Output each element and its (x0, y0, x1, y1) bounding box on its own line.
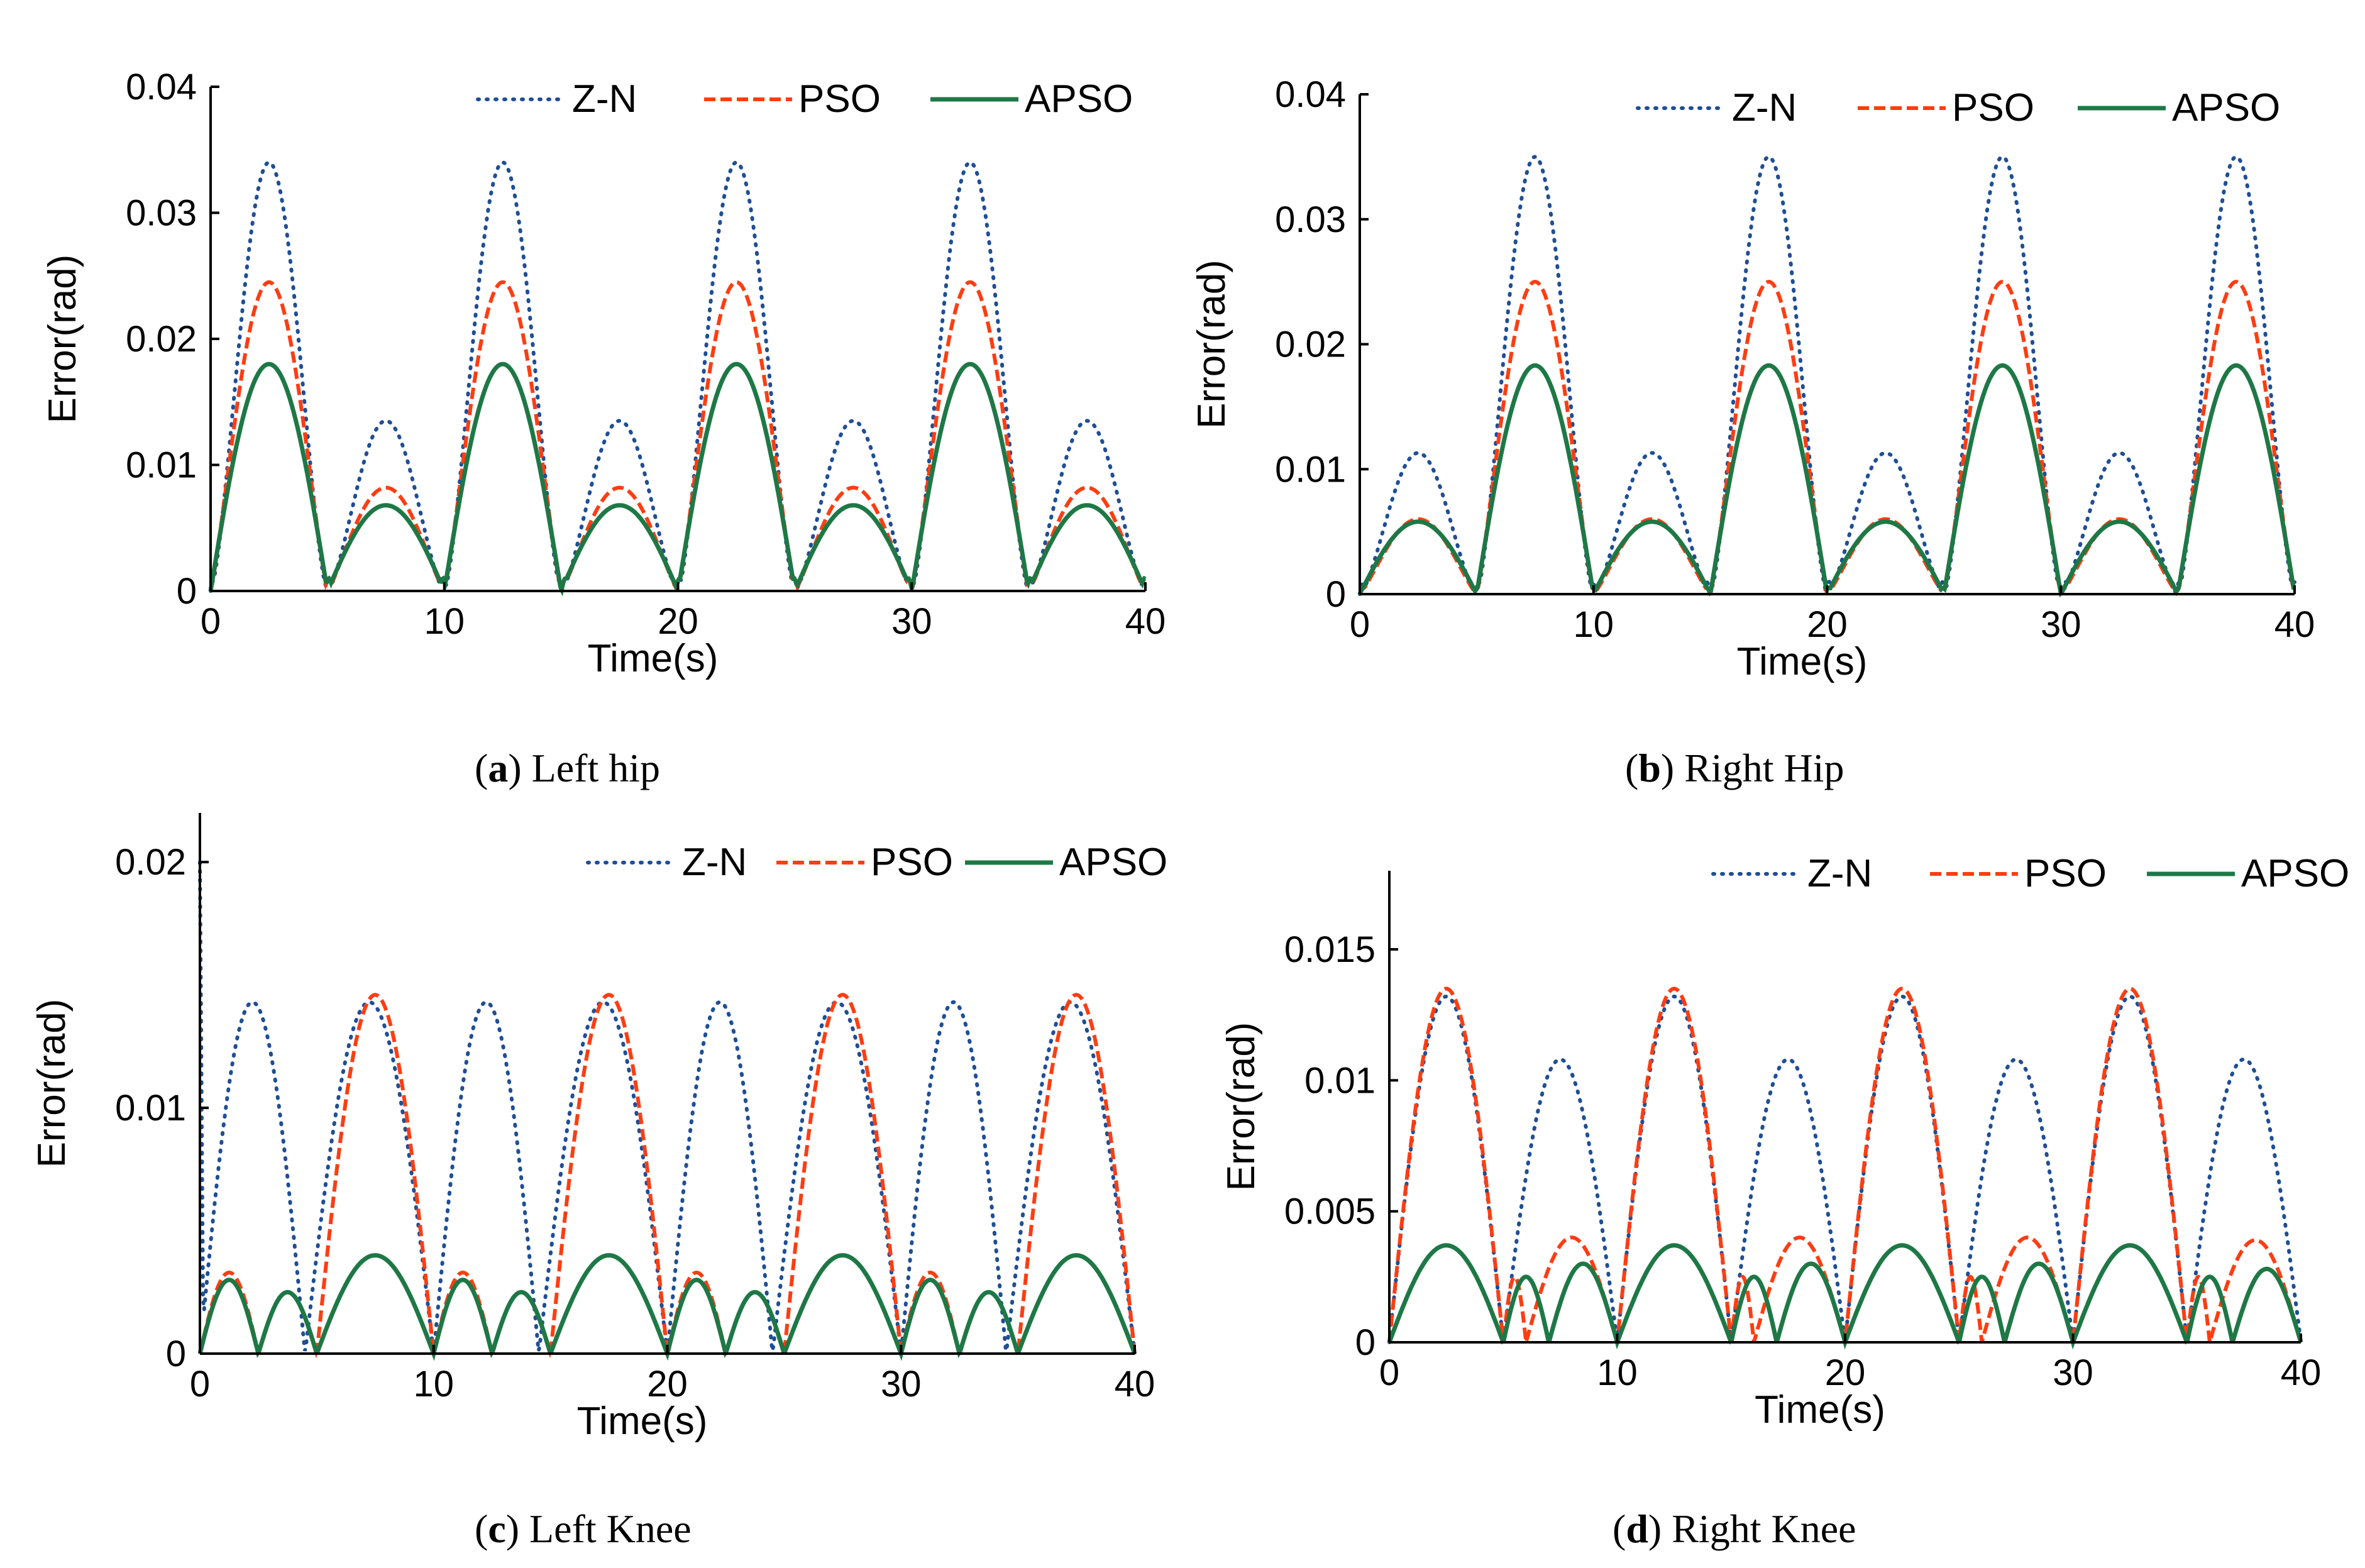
x-tick-label: 40 (2281, 1352, 2322, 1393)
y-tick-label: 0 (1355, 1322, 1375, 1363)
y-tick-label: 0.01 (1275, 449, 1346, 490)
y-tick-label: 0.01 (1304, 1060, 1375, 1101)
legend-label-zn: Z-N (682, 841, 747, 884)
series-line-pso (198, 993, 1137, 1359)
y-axis-label: Error(rad) (1190, 260, 1233, 429)
x-tick-label: 40 (1115, 1364, 1155, 1405)
y-axis-label: Error(rad) (1220, 1022, 1263, 1191)
y-tick-label: 0 (166, 1333, 186, 1374)
series-line-apso (208, 362, 1147, 597)
caption-c-letter: c (488, 1506, 506, 1551)
x-tick-label: 20 (1807, 604, 1848, 645)
caption-b-text: Right Hip (1684, 746, 1844, 790)
caption-a: (a) Left hip (475, 746, 660, 790)
legend-label-pso: PSO (1952, 86, 2034, 130)
y-tick-label: 0.01 (115, 1088, 186, 1129)
caption-b-letter: b (1638, 746, 1661, 790)
x-axis-label: Time(s) (588, 637, 719, 680)
legend-label-apso: APSO (1059, 841, 1167, 884)
legend-label-zn: Z-N (572, 77, 637, 121)
caption-d-letter: d (1626, 1506, 1648, 1551)
legend: Z-N PSO APSO (476, 77, 1133, 121)
caption-a-text: Left hip (531, 746, 660, 790)
x-tick-label: 20 (1825, 1352, 1866, 1393)
chart-2: 0 10 20 30 40 0 0.01 0.02 0.03 0.04 Time(s) Error(r… (1190, 74, 2315, 683)
caption-c-text: Left Knee (529, 1506, 692, 1551)
x-axis-label: Time(s) (577, 1400, 708, 1443)
y-tick-label: 0.02 (1275, 324, 1346, 365)
x-tick-label: 20 (647, 1364, 688, 1405)
series-line-zn (209, 160, 1147, 595)
series-line-zn (1358, 155, 2296, 599)
y-tick-label: 0.04 (1275, 74, 1346, 115)
y-tick-label: 0.01 (126, 445, 197, 486)
x-tick-label: 10 (413, 1364, 454, 1405)
x-tick-label: 40 (1125, 601, 1166, 642)
legend-label-pso: PSO (798, 77, 881, 121)
x-tick-label: 10 (424, 601, 465, 642)
y-tick-label: 0 (1326, 574, 1346, 615)
y-tick-label: 0.03 (126, 193, 197, 234)
x-tick-label: 0 (1350, 604, 1370, 645)
y-tick-label: 0.005 (1284, 1191, 1375, 1232)
y-axis-label: Error(rad) (30, 999, 74, 1168)
x-tick-label: 40 (2274, 604, 2315, 645)
y-tick-label: 0.03 (1275, 199, 1346, 240)
x-tick-label: 0 (1379, 1352, 1399, 1393)
legend-label-pso: PSO (2024, 852, 2107, 895)
caption-d-text: Right Knee (1672, 1506, 1856, 1551)
y-tick-label: 0.015 (1284, 929, 1375, 970)
x-tick-label: 0 (201, 601, 221, 642)
legend-label-zn: Z-N (1732, 86, 1797, 130)
x-tick-label: 10 (1597, 1352, 1638, 1393)
caption-b: (b) Right Hip (1625, 746, 1844, 790)
x-tick-label: 30 (891, 601, 932, 642)
legend-label-pso: PSO (871, 841, 953, 884)
y-tick-label: 0.02 (115, 842, 186, 883)
x-tick-label: 20 (658, 601, 698, 642)
y-tick-label: 0.02 (126, 319, 197, 360)
x-tick-label: 10 (1573, 604, 1614, 645)
legend-label-apso: APSO (2172, 86, 2280, 130)
y-axis-label: Error(rad) (41, 255, 84, 424)
caption-d: (d) Right Knee (1612, 1506, 1856, 1551)
x-axis-label: Time(s) (1737, 640, 1868, 683)
y-tick-label: 0.04 (126, 67, 197, 108)
x-axis-label: Time(s) (1755, 1388, 1885, 1432)
series-line-zn (198, 860, 1137, 1355)
legend: Z-N PSO APSO (1711, 852, 2349, 895)
chart-3: 0 10 20 30 40 0 0.01 0.02 Time(s) Error(rad) Z-N PS… (30, 813, 1167, 1443)
x-tick-label: 30 (2041, 604, 2081, 645)
chart-4: 0 10 20 30 40 0 0.005 0.01 0.015 Time(s) Error(rad… (1220, 852, 2349, 1432)
legend: Z-N PSO APSO (586, 841, 1167, 884)
x-tick-label: 0 (190, 1364, 210, 1405)
caption-c: (c) Left Knee (475, 1506, 692, 1551)
legend: Z-N PSO APSO (1636, 86, 2280, 130)
caption-a-letter: a (488, 746, 509, 790)
series-line-pso (1358, 280, 2296, 597)
legend-label-apso: APSO (1025, 77, 1133, 121)
y-tick-label: 0 (177, 571, 197, 612)
legend-label-apso: APSO (2241, 852, 2349, 895)
legend-label-zn: Z-N (1807, 852, 1872, 895)
x-tick-label: 30 (881, 1364, 922, 1405)
chart-1: 0 10 20 30 40 0 0.01 0.02 0.03 0.04 Time(s) Error(r… (41, 67, 1166, 680)
x-tick-label: 30 (2053, 1352, 2093, 1393)
